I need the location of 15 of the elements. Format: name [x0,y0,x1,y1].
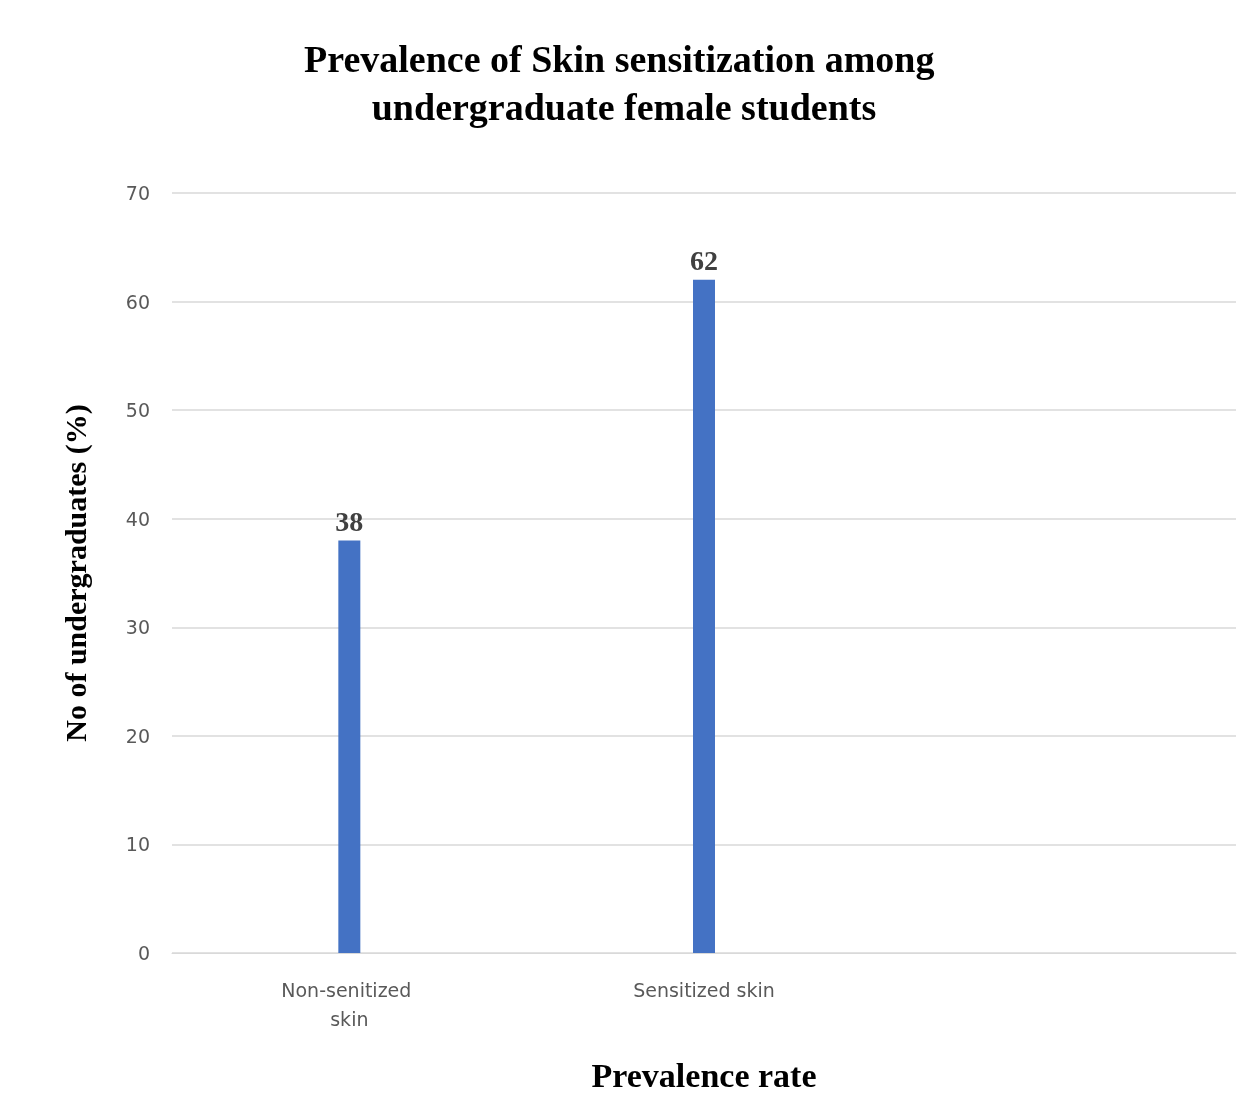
data-label: 62 [690,245,718,277]
x-tick-label: Non-senitized skin [281,978,418,1030]
x-axis-title: Prevalence rate [591,1056,817,1094]
y-tick-label: 30 [125,616,150,639]
y-axis-title: No of undergraduates (%) [58,404,93,742]
y-tick-label: 0 [137,942,150,964]
y-tick-label: 50 [125,399,150,422]
y-tick-label: 20 [125,724,150,747]
y-tick-label: 10 [125,833,150,856]
y-tick-label: 60 [125,290,150,313]
y-tick-label: 40 [125,507,150,530]
x-tick-label: Sensitized skin [633,978,775,1001]
chart-title: Prevalence of Skin sensitization among undergraduate female students [303,38,945,128]
y-tick-label: 70 [125,182,150,204]
data-label: 38 [335,505,364,537]
